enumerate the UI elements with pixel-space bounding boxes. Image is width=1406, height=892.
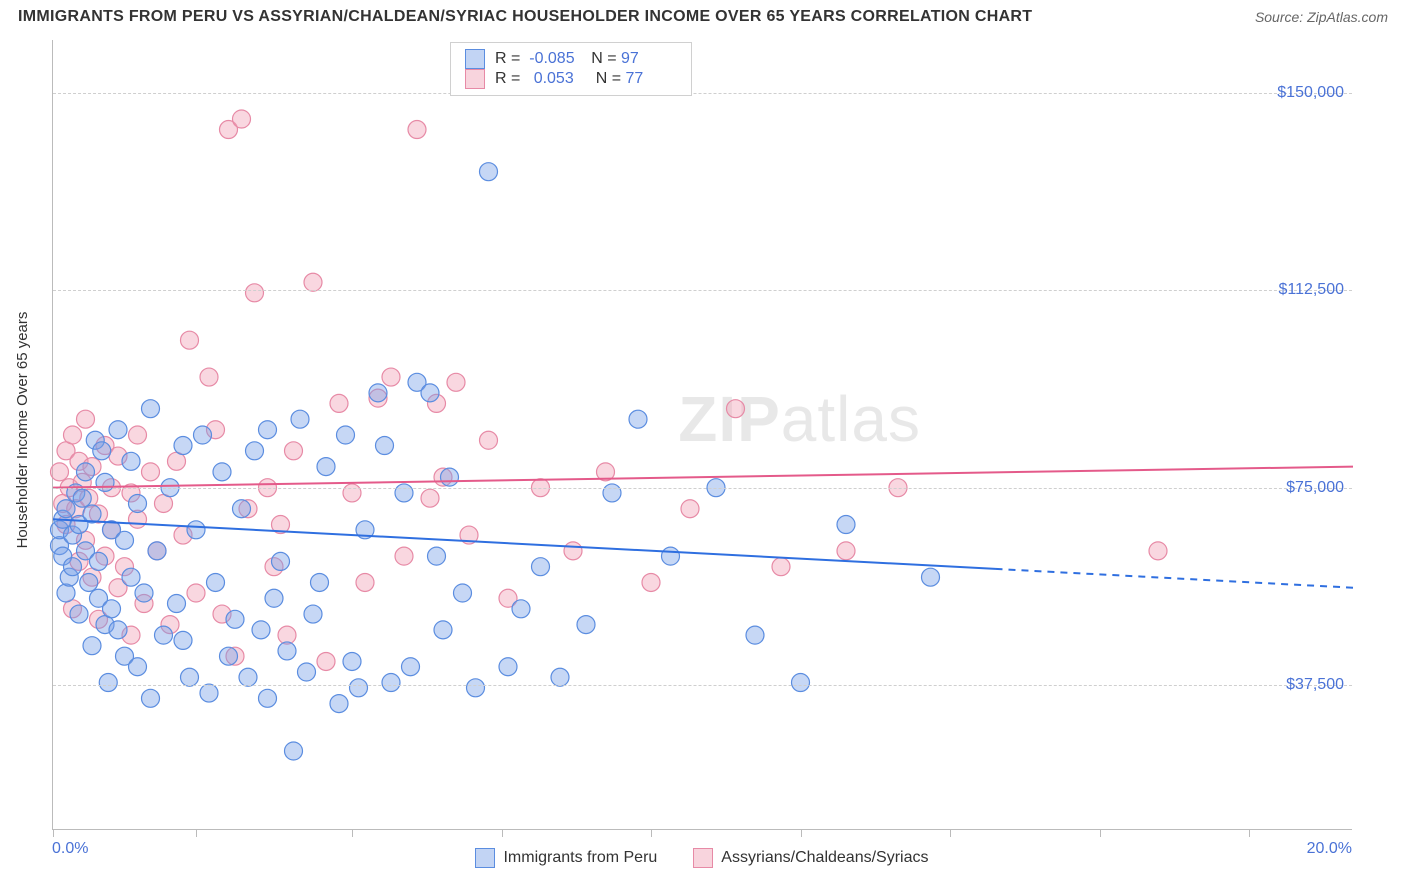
legend-series: Immigrants from Peru Assyrians/Chaldeans… — [52, 848, 1352, 868]
y-tick-label: $112,500 — [1278, 281, 1344, 299]
swatch-blue-icon — [475, 848, 495, 868]
legend-label-pink: Assyrians/Chaldeans/Syriacs — [721, 849, 928, 867]
legend-stats-row-blue: R = -0.085 N = 97 — [465, 49, 677, 69]
swatch-pink-icon — [465, 69, 485, 89]
legend-item-blue: Immigrants from Peru — [475, 848, 657, 868]
chart-title: IMMIGRANTS FROM PERU VS ASSYRIAN/CHALDEA… — [18, 8, 1032, 26]
y-tick-label: $75,000 — [1286, 479, 1344, 497]
chart-plot-area: ZIPatlas $37,500$75,000$112,500$150,000 — [52, 40, 1352, 830]
legend-label-blue: Immigrants from Peru — [503, 849, 657, 867]
y-tick-label: $37,500 — [1286, 676, 1344, 694]
legend-stats-row-pink: R = 0.053 N = 77 — [465, 69, 677, 89]
y-axis-label: Householder Income Over 65 years — [14, 312, 31, 549]
swatch-blue-icon — [465, 49, 485, 69]
legend-stats-box: R = -0.085 N = 97 R = 0.053 N = 77 — [450, 42, 692, 96]
source-citation: Source: ZipAtlas.com — [1255, 9, 1388, 25]
scatter-svg — [53, 40, 1352, 829]
legend-item-pink: Assyrians/Chaldeans/Syriacs — [693, 848, 928, 868]
y-tick-label: $150,000 — [1277, 84, 1344, 102]
swatch-pink-icon — [693, 848, 713, 868]
